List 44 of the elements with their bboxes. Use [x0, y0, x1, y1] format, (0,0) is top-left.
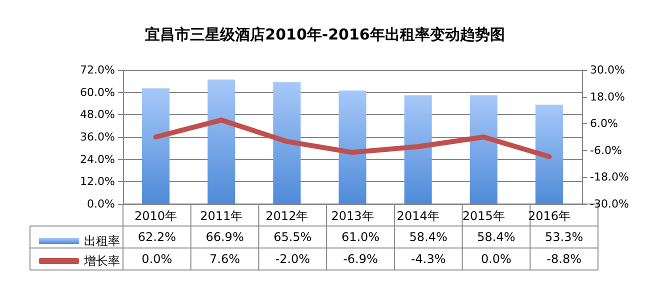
bar — [404, 95, 432, 204]
x-tick-label: 2016年 — [528, 209, 570, 223]
chart-title: 宜昌市三星级酒店2010年-2016年出租率变动趋势图 — [145, 26, 505, 44]
y2-tick-label: -18.0% — [590, 170, 629, 184]
y2-tick-label: 18.0% — [590, 90, 625, 104]
data-label: 58.4% — [409, 230, 448, 244]
y-tick-label: 12.0% — [80, 175, 115, 188]
y2-tick-label: 6.0% — [590, 117, 618, 130]
y-tick-label: 48.0% — [80, 108, 115, 122]
data-label: 58.4% — [477, 230, 516, 244]
y-tick-label: 24.0% — [80, 152, 115, 166]
bar — [142, 88, 170, 204]
data-label: 7.6% — [210, 252, 240, 266]
data-label: -2.0% — [275, 252, 310, 266]
data-label: 61.0% — [341, 230, 380, 244]
bar — [208, 79, 236, 204]
bar — [338, 90, 366, 204]
data-label: 0.0% — [480, 252, 512, 266]
x-tick-label: 2014年 — [396, 209, 440, 223]
y2-tick-label: -6.0% — [590, 144, 622, 157]
data-label: 53.3% — [545, 230, 584, 244]
y-tick-label: 36.0% — [80, 130, 115, 144]
y-tick-label: 0.0% — [87, 198, 115, 210]
y2-tick-label: 30.0% — [590, 64, 625, 76]
data-label: -6.9% — [343, 252, 378, 266]
x-tick-label: 2013年 — [331, 209, 374, 223]
y2-tick-label: -30.0% — [590, 198, 629, 210]
data-label: -8.8% — [546, 252, 582, 266]
x-tick-label: 2015年 — [462, 209, 505, 223]
bar — [535, 104, 563, 204]
data-label: -4.3% — [410, 252, 446, 266]
data-label: 0.0% — [142, 252, 172, 266]
data-label: 66.9% — [206, 230, 244, 244]
bar — [470, 95, 498, 204]
y-tick-label: 72.0% — [80, 64, 115, 76]
bar — [273, 82, 301, 204]
legend-label: 增长率 — [83, 254, 120, 268]
legend-label: 出租率 — [84, 234, 120, 248]
data-label: 65.5% — [274, 230, 312, 244]
y-tick-label: 60.0% — [80, 86, 115, 99]
x-tick-label: 2012年 — [266, 209, 308, 223]
x-tick-label: 2011年 — [200, 209, 243, 223]
x-tick-label: 2010年 — [134, 209, 178, 223]
data-label: 62.2% — [138, 230, 176, 244]
